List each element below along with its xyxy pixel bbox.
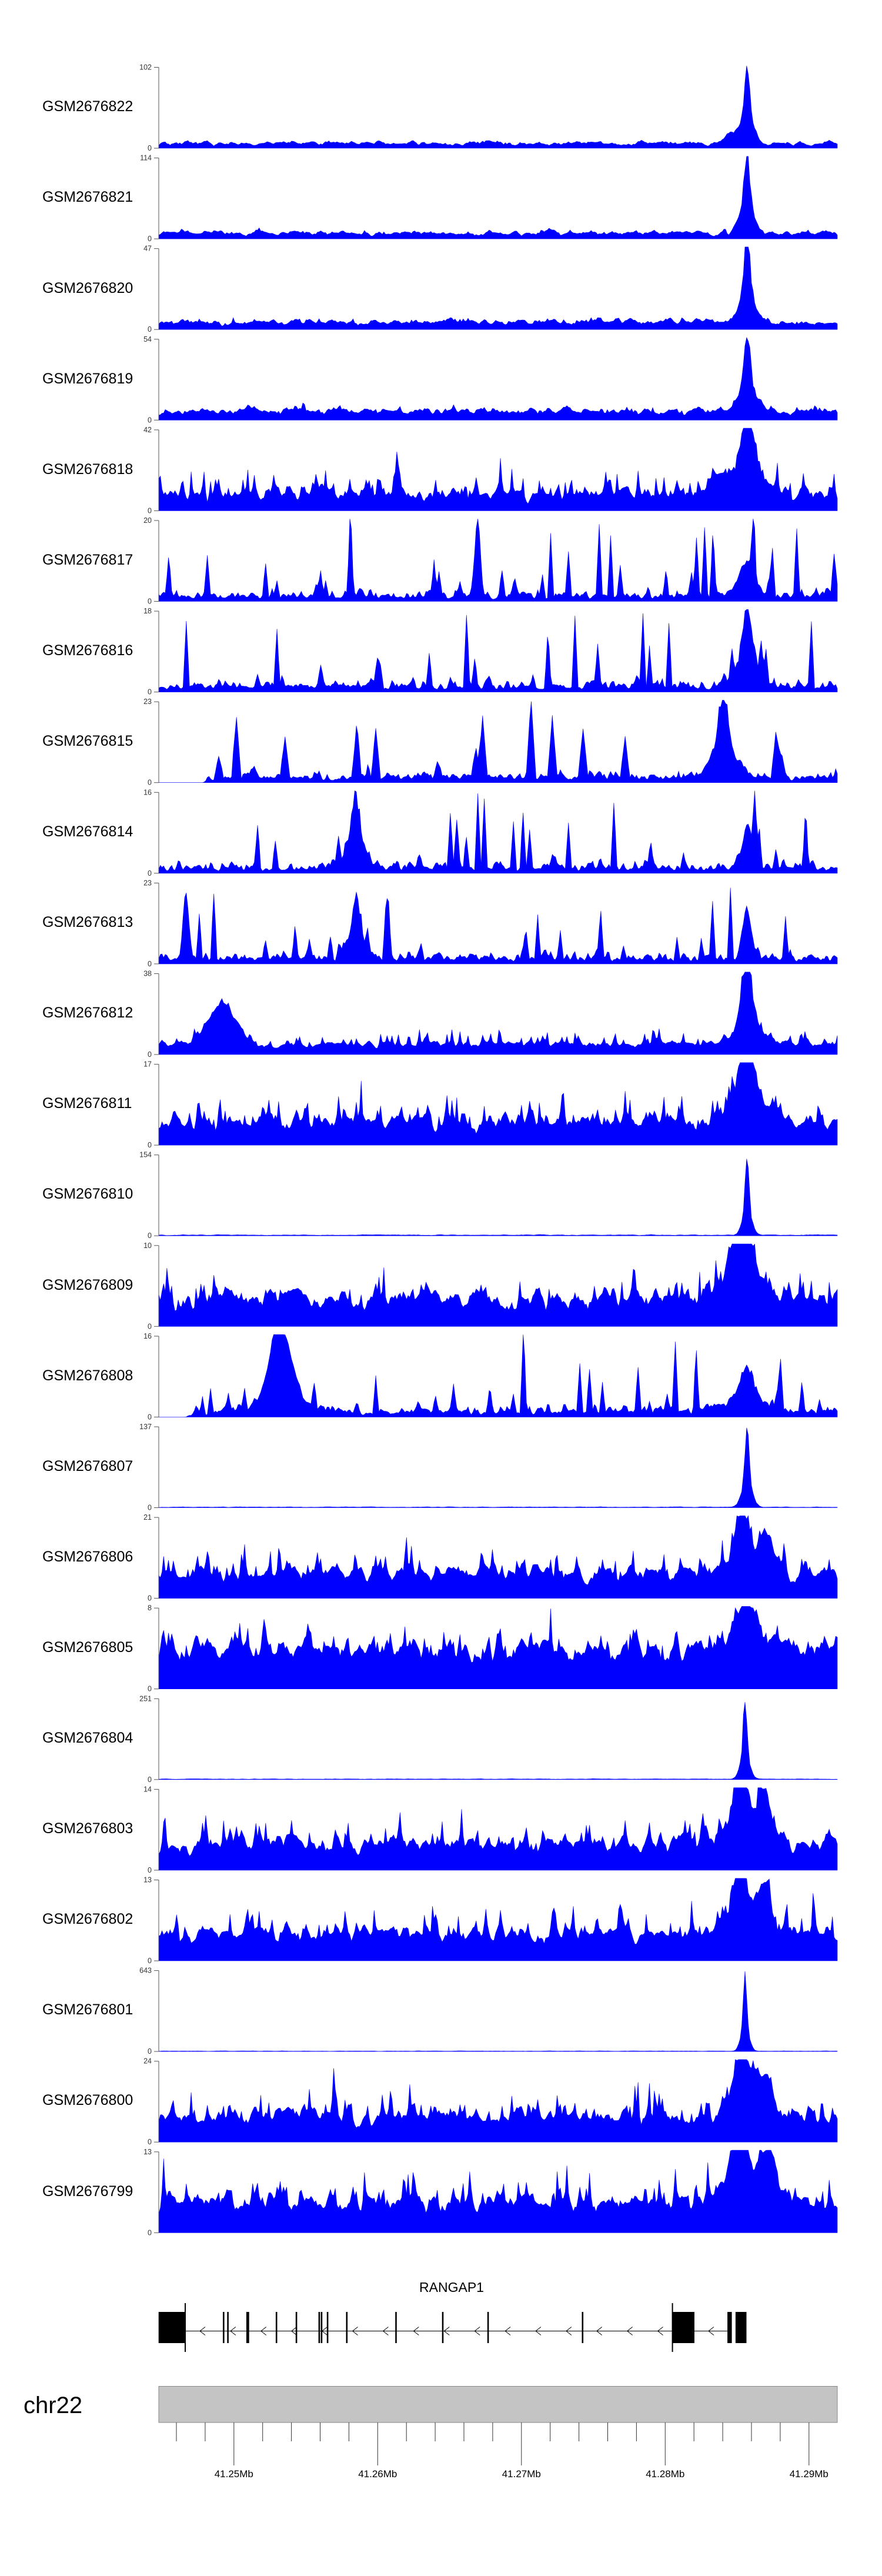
- svg-text:0: 0: [148, 2228, 152, 2237]
- svg-text:23: 23: [143, 879, 152, 887]
- svg-text:13: 13: [143, 1876, 152, 1884]
- svg-text:154: 154: [139, 1151, 152, 1159]
- svg-text:RANGAP1: RANGAP1: [419, 2280, 484, 2295]
- svg-text:114: 114: [140, 154, 152, 162]
- svg-text:0: 0: [148, 1594, 152, 1603]
- svg-text:0: 0: [148, 1413, 152, 1421]
- svg-text:21: 21: [143, 1513, 152, 1521]
- svg-text:251: 251: [139, 1694, 152, 1703]
- svg-text:54: 54: [143, 335, 152, 343]
- svg-text:41.27Mb: 41.27Mb: [502, 2468, 541, 2480]
- svg-text:38: 38: [143, 970, 152, 978]
- svg-text:0: 0: [148, 235, 152, 243]
- svg-text:0: 0: [148, 144, 152, 152]
- svg-text:10: 10: [143, 1242, 152, 1250]
- svg-text:8: 8: [148, 1604, 152, 1612]
- svg-text:0: 0: [148, 1776, 152, 1784]
- svg-text:24: 24: [143, 2057, 152, 2066]
- svg-text:0: 0: [148, 869, 152, 877]
- svg-text:0: 0: [148, 598, 152, 606]
- svg-text:20: 20: [143, 516, 152, 525]
- svg-text:0: 0: [148, 960, 152, 968]
- svg-text:102: 102: [139, 64, 152, 72]
- svg-text:23: 23: [143, 698, 152, 706]
- svg-text:137: 137: [139, 1423, 152, 1431]
- svg-text:41.28Mb: 41.28Mb: [646, 2468, 684, 2480]
- svg-text:17: 17: [143, 1060, 152, 1069]
- svg-text:0: 0: [148, 1504, 152, 1512]
- svg-text:16: 16: [143, 1332, 152, 1340]
- svg-text:0: 0: [148, 325, 152, 333]
- svg-text:0: 0: [148, 2138, 152, 2146]
- svg-text:0: 0: [148, 779, 152, 787]
- svg-text:0: 0: [148, 1685, 152, 1693]
- svg-text:0: 0: [148, 416, 152, 424]
- svg-text:0: 0: [148, 1866, 152, 1874]
- svg-text:chr22: chr22: [24, 2393, 82, 2418]
- svg-text:643: 643: [139, 1967, 152, 1975]
- svg-text:0: 0: [148, 1232, 152, 1240]
- svg-text:18: 18: [143, 607, 152, 615]
- svg-text:14: 14: [143, 1785, 152, 1793]
- svg-text:13: 13: [143, 2148, 152, 2156]
- svg-text:41.25Mb: 41.25Mb: [215, 2468, 253, 2480]
- svg-text:0: 0: [148, 1957, 152, 1965]
- svg-text:0: 0: [148, 688, 152, 696]
- svg-text:41.26Mb: 41.26Mb: [358, 2468, 397, 2480]
- svg-text:47: 47: [143, 245, 152, 253]
- svg-text:0: 0: [148, 1050, 152, 1059]
- svg-text:0: 0: [148, 2047, 152, 2056]
- svg-text:0: 0: [148, 506, 152, 515]
- svg-text:0: 0: [148, 1322, 152, 1330]
- svg-text:42: 42: [143, 426, 152, 434]
- svg-text:41.29Mb: 41.29Mb: [790, 2468, 828, 2480]
- svg-text:0: 0: [148, 1141, 152, 1149]
- svg-text:16: 16: [143, 788, 152, 796]
